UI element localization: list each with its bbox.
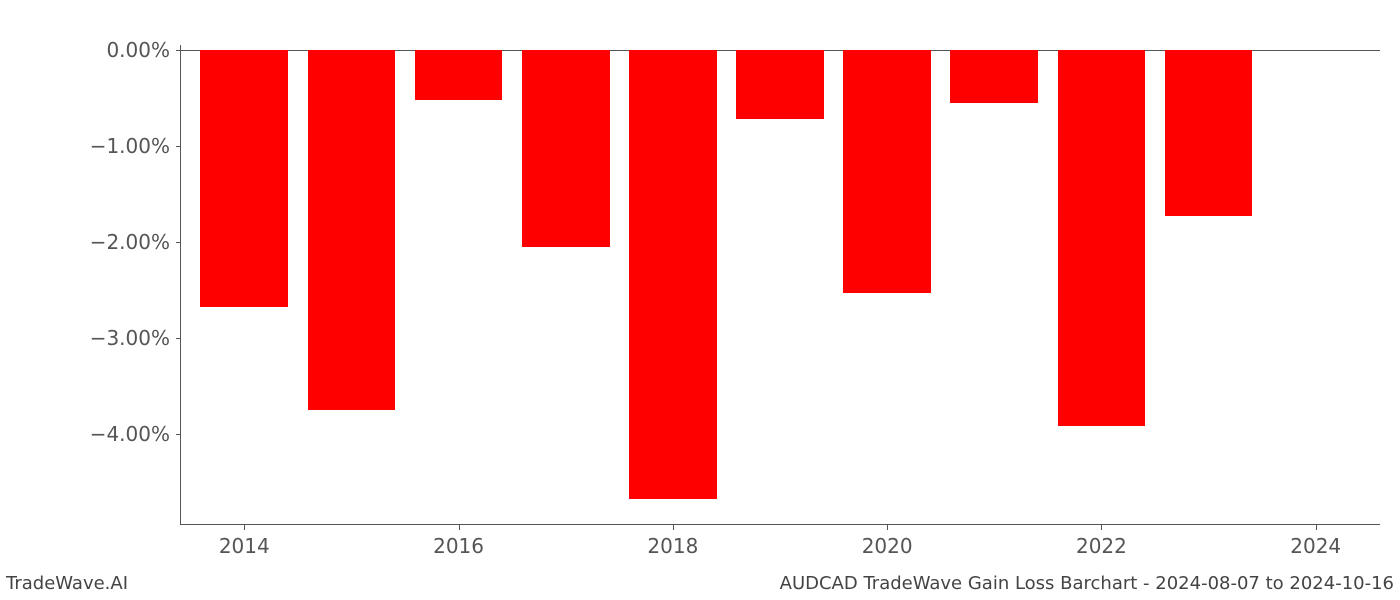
y-tick-mark xyxy=(176,338,180,339)
x-tick-mark xyxy=(244,525,245,530)
x-tick-label: 2020 xyxy=(862,534,913,558)
y-tick-mark xyxy=(176,242,180,243)
footer-left-text: TradeWave.AI xyxy=(6,573,128,594)
y-tick-mark xyxy=(176,434,180,435)
x-tick-label: 2022 xyxy=(1076,534,1127,558)
y-tick-label: 0.00% xyxy=(106,38,170,62)
x-tick-label: 2024 xyxy=(1290,534,1341,558)
bar xyxy=(200,50,288,307)
bar xyxy=(843,50,931,293)
bar xyxy=(629,50,717,499)
x-tick-label: 2014 xyxy=(219,534,270,558)
bar xyxy=(1165,50,1253,216)
y-tick-label: −2.00% xyxy=(90,230,170,254)
x-tick-mark xyxy=(1316,525,1317,530)
y-tick-mark xyxy=(176,50,180,51)
bars-layer xyxy=(180,45,1380,525)
bar xyxy=(415,50,503,100)
y-tick-label: −3.00% xyxy=(90,326,170,350)
bar xyxy=(736,50,824,119)
bar xyxy=(308,50,396,410)
y-tick-mark xyxy=(176,146,180,147)
footer-right-text: AUDCAD TradeWave Gain Loss Barchart - 20… xyxy=(780,573,1394,594)
x-tick-mark xyxy=(673,525,674,530)
chart-plot-area xyxy=(180,45,1380,525)
bar xyxy=(522,50,610,247)
bar xyxy=(950,50,1038,103)
x-tick-label: 2016 xyxy=(433,534,484,558)
x-tick-mark xyxy=(459,525,460,530)
x-tick-mark xyxy=(887,525,888,530)
bar xyxy=(1058,50,1146,426)
y-tick-label: −4.00% xyxy=(90,422,170,446)
x-tick-label: 2018 xyxy=(647,534,698,558)
y-tick-label: −1.00% xyxy=(90,134,170,158)
x-tick-mark xyxy=(1101,525,1102,530)
